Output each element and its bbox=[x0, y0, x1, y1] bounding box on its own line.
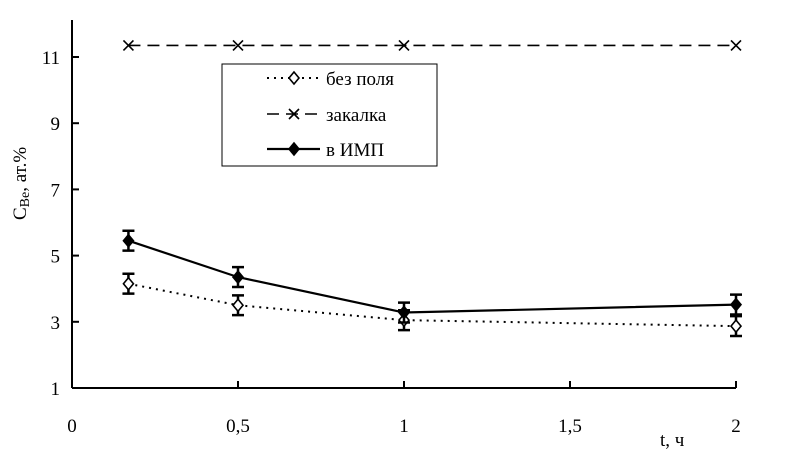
data-point-0 bbox=[122, 276, 135, 291]
legend-label-0: без поля bbox=[326, 69, 394, 90]
y-tick-label: 3 bbox=[51, 313, 61, 334]
data-point-0 bbox=[729, 318, 743, 334]
y-tick-label: 9 bbox=[51, 114, 61, 135]
data-point-1 bbox=[398, 39, 410, 51]
data-point-2 bbox=[122, 233, 135, 248]
y-label-sub: Be bbox=[18, 192, 33, 208]
y-axis-label: CBe, ат.% bbox=[10, 147, 33, 220]
series-marks bbox=[122, 39, 743, 338]
data-point-2 bbox=[231, 269, 245, 285]
series-line-2 bbox=[128, 239, 737, 314]
y-tick-label: 1 bbox=[51, 379, 61, 400]
x-tick-label: 0,5 bbox=[226, 416, 250, 437]
legend-marker-1 bbox=[288, 108, 300, 120]
x-tick-label: 0 bbox=[67, 416, 77, 437]
legend-marker-0 bbox=[287, 70, 301, 86]
data-point-0 bbox=[231, 298, 245, 313]
y-label-main: C bbox=[10, 207, 31, 220]
y-tick-label: 5 bbox=[51, 247, 61, 268]
y-tick-label: 7 bbox=[51, 180, 61, 201]
legend-label-2: в ИМП bbox=[326, 140, 384, 161]
data-point-1 bbox=[232, 39, 244, 51]
y-label-suffix: , ат.% bbox=[10, 147, 31, 192]
data-point-1 bbox=[730, 39, 742, 51]
x-tick-label: 1,5 bbox=[558, 416, 582, 437]
data-point-1 bbox=[122, 39, 135, 51]
legend-box bbox=[221, 63, 438, 167]
data-point-2 bbox=[729, 297, 743, 312]
legend: без поля закалка в ИМП bbox=[221, 63, 438, 167]
y-tick-label: 11 bbox=[42, 48, 60, 69]
x-tick-label: 1 bbox=[399, 416, 409, 437]
axes: 0 0,5 1 1,5 2 1 3 5 7 9 11 bbox=[42, 20, 741, 437]
legend-marker-2 bbox=[287, 141, 301, 157]
x-axis-label: t, ч bbox=[660, 430, 685, 451]
series-line-0 bbox=[128, 282, 737, 328]
data-point-2 bbox=[397, 305, 411, 320]
legend-label-1: закалка bbox=[326, 105, 387, 126]
x-tick-label: 2 bbox=[731, 416, 741, 437]
